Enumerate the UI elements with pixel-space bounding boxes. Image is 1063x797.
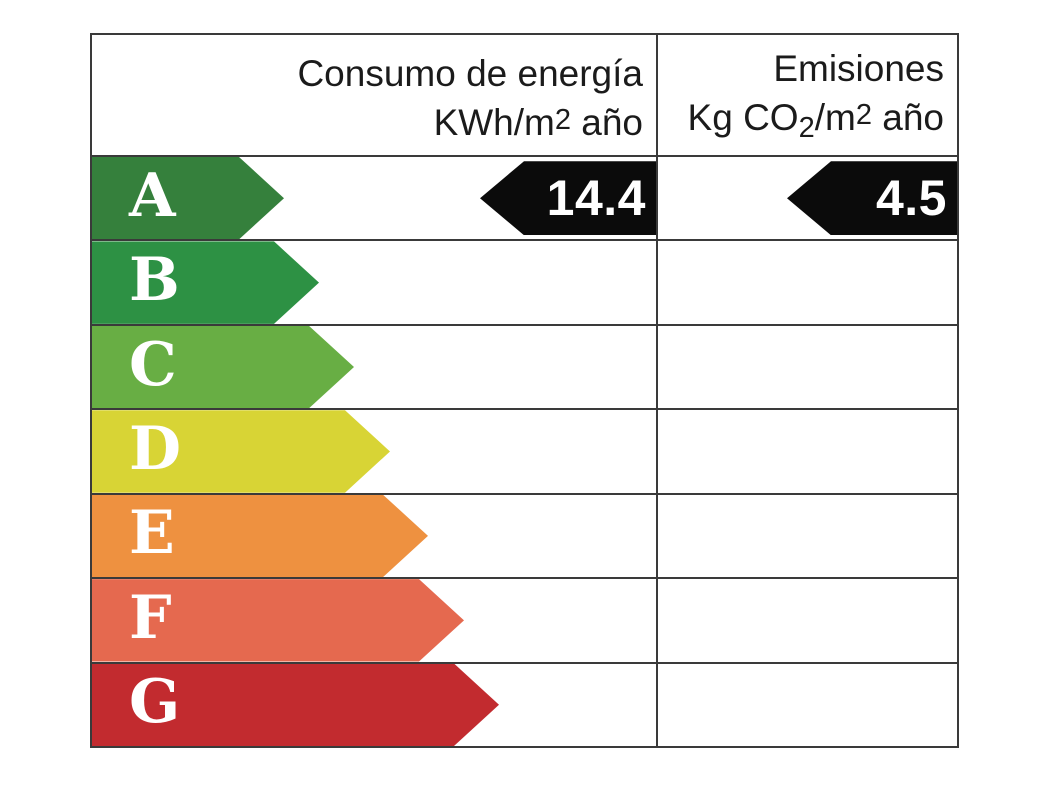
rating-arrow-f: F: [92, 579, 464, 661]
header-row: Consumo de energía KWh/m2 año Emisiones …: [92, 35, 957, 157]
rating-row-e: E: [92, 494, 957, 580]
rating-row-g: G: [92, 663, 957, 746]
rating-letter-d: D: [129, 413, 182, 484]
consumption-cell-d: D: [92, 410, 658, 493]
emissions-cell-f: [658, 579, 957, 661]
emissions-cell-c: [658, 326, 957, 408]
rating-row-a: A 14.4 4.5: [92, 157, 957, 242]
rating-letter-f: F: [129, 582, 172, 653]
rating-row-c: C: [92, 325, 957, 411]
emissions-header: Emisiones Kg CO2/m2 año: [658, 35, 957, 155]
rating-rows: A 14.4 4.5 B C D E F G: [92, 157, 957, 746]
rating-letter-b: B: [129, 245, 180, 316]
rating-letter-g: G: [129, 667, 181, 738]
emissions-cell-a: 4.5: [658, 157, 957, 239]
consumption-header: Consumo de energía KWh/m2 año: [92, 35, 658, 155]
rating-row-d: D: [92, 410, 957, 495]
consumption-cell-a: A 14.4: [92, 157, 658, 240]
consumption-cell-g: G: [92, 663, 658, 746]
consumption-header-line2: KWh/m2 año: [433, 101, 643, 143]
consumption-header-line1: Consumo de energía: [297, 52, 643, 94]
emissions-unit-exponent: 2: [855, 98, 872, 131]
energy-efficiency-label: Consumo de energía KWh/m2 año Emisiones …: [90, 33, 959, 748]
consumption-value-arrow: 14.4: [480, 161, 656, 236]
consumption-cell-e: E: [92, 494, 658, 578]
rating-letter-c: C: [129, 329, 177, 400]
emissions-cell-e: [658, 495, 957, 577]
emissions-co2-subscript: 2: [798, 111, 815, 144]
rating-arrow-c: C: [92, 326, 354, 408]
emissions-header-line1: Emisiones: [773, 47, 944, 89]
rating-arrow-b: B: [92, 241, 319, 323]
rating-arrow-g: G: [92, 664, 499, 746]
emissions-cell-b: [658, 241, 957, 323]
emissions-value-arrow: 4.5: [787, 161, 957, 236]
emissions-cell-g: [658, 664, 957, 746]
emissions-cell-d: [658, 410, 957, 492]
rating-letter-a: A: [129, 160, 176, 231]
rating-letter-e: E: [129, 498, 175, 569]
consumption-cell-b: B: [92, 241, 658, 324]
emissions-header-line2: Kg CO2/m2 año: [687, 96, 944, 144]
rating-arrow-d: D: [92, 410, 390, 492]
rating-row-f: F: [92, 579, 957, 664]
rating-row-b: B: [92, 241, 957, 326]
rating-arrow-a: A: [92, 157, 284, 239]
consumption-cell-c: C: [92, 325, 658, 409]
consumption-unit-exponent: 2: [554, 103, 571, 136]
rating-arrow-e: E: [92, 495, 428, 577]
consumption-cell-f: F: [92, 579, 658, 662]
